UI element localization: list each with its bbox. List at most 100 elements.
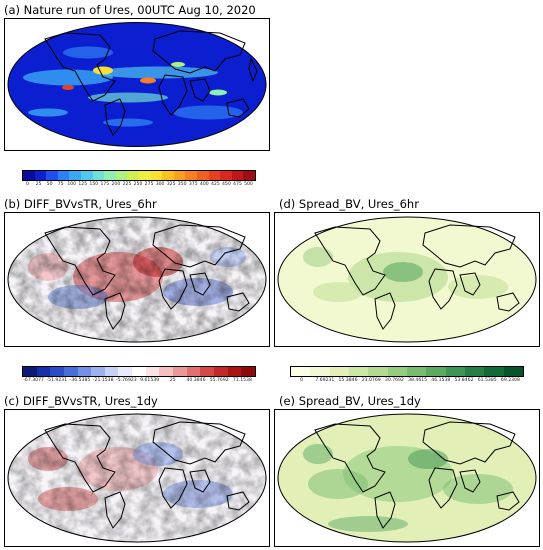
nature-colorbar-swatch	[80, 171, 93, 180]
diff-colorbar-tick-label: 55.7692	[209, 378, 229, 383]
diff-colorbar	[22, 366, 256, 377]
panel-b-map-frame	[4, 212, 270, 347]
nature-colorbar-tick-label: 200	[111, 182, 121, 187]
nature-colorbar-swatch	[243, 171, 255, 180]
spread-colorbar-swatch	[348, 367, 369, 376]
diff-colorbar-ticks: -67.3077 -51.9231 -36.5385 -21.1538 -5.76923…	[22, 378, 254, 386]
panel-e-title: (e) Spread_BV, Ures_1dy	[279, 394, 421, 408]
nature-colorbar-swatch	[150, 171, 163, 180]
nature-colorbar-tick-label: 175	[100, 182, 110, 187]
diff-colorbar-tick-label: -5.76923	[116, 378, 137, 383]
spread-colorbar-swatch	[445, 367, 465, 376]
diff-colorbar-tick-label: 25	[169, 378, 176, 383]
spread-colorbar-tick-label: 46.1538	[431, 378, 451, 383]
panel-e-map-frame	[274, 409, 540, 547]
nature-colorbar-tick-label: 375	[188, 182, 198, 187]
diff-colorbar-swatch	[132, 367, 146, 376]
nature-colorbar-tick-label: 275	[144, 182, 154, 187]
nature-colorbar-tick-label: 325	[166, 182, 176, 187]
nature-colorbar-tick-label: 50	[46, 182, 53, 187]
nature-colorbar-tick-label: 475	[233, 182, 242, 187]
diff-colorbar-swatch	[36, 367, 51, 376]
nature-colorbar-swatch	[196, 171, 209, 180]
nature-colorbar-swatch	[231, 171, 244, 180]
panel-b-title: (b) DIFF_BVvsTR, Ures_6hr	[4, 197, 157, 211]
spread-colorbar-tick-label: 61.5385	[477, 378, 497, 383]
nature-run-colorbar	[22, 170, 256, 181]
spread-colorbar-ticks: 0 7.69231 15.3846 23.0769 30.7692 38.4615 46.1…	[290, 378, 522, 386]
diff-colorbar-swatch	[23, 367, 37, 376]
diff-colorbar-swatch	[77, 367, 92, 376]
spread-colorbar-tick-label: 69.2308	[500, 378, 520, 383]
spread-colorbar-swatch	[484, 367, 504, 376]
spread-colorbar-swatch	[406, 367, 427, 376]
panel-a-map-frame	[4, 18, 270, 151]
spread-colorbar-tick-label: 0	[300, 378, 304, 383]
panel-d-title: (d) Spread_BV, Ures_6hr	[279, 197, 419, 211]
spread-colorbar-tick-label: 15.3846	[338, 378, 358, 383]
diff-colorbar-tick-label: 9.61539	[140, 378, 160, 383]
nature-colorbar-tick-label: 250	[133, 182, 143, 187]
diff-colorbar-tick-label: -51.9231	[46, 378, 68, 383]
nature-colorbar-swatch	[23, 171, 35, 180]
nature-colorbar-tick-label: 225	[122, 182, 132, 187]
diff-colorbar-tick-label: -21.1538	[92, 378, 114, 383]
nature-colorbar-tick-label: 500	[244, 182, 253, 187]
panel-d-map	[277, 216, 537, 343]
panel-d-map-frame	[274, 212, 540, 347]
diff-colorbar-swatch	[186, 367, 201, 376]
nature-run-colorbar-ticks: 0 25 50 75 100 125 150 175 200 225 250 275 300 325 350…	[22, 182, 254, 190]
diff-colorbar-swatch	[145, 367, 160, 376]
diff-colorbar-swatch	[227, 367, 242, 376]
nature-colorbar-swatch	[220, 171, 232, 180]
panel-b-map	[7, 216, 267, 343]
diff-colorbar-swatch	[118, 367, 133, 376]
nature-colorbar-tick-label: 400	[199, 182, 209, 187]
nature-colorbar-swatch	[115, 171, 128, 180]
panel-a-map	[7, 22, 267, 147]
nature-colorbar-swatch	[173, 171, 186, 180]
diff-colorbar-tick-label: -36.5385	[69, 378, 91, 383]
diff-colorbar-tick-label: -67.3077	[23, 378, 44, 383]
spread-colorbar-tick-label: 23.0769	[361, 378, 381, 383]
spread-colorbar-swatch	[503, 367, 523, 376]
spread-colorbar-swatch	[426, 367, 446, 376]
nature-colorbar-swatch	[104, 171, 116, 180]
spread-colorbar-swatch	[368, 367, 388, 376]
nature-colorbar-swatch	[57, 171, 70, 180]
spread-colorbar	[290, 366, 524, 377]
nature-colorbar-tick-label: 100	[67, 182, 77, 187]
nature-colorbar-swatch	[46, 171, 58, 180]
diff-colorbar-swatch	[159, 367, 174, 376]
panel-c-map	[7, 413, 267, 543]
spread-colorbar-swatch	[291, 367, 311, 376]
diff-colorbar-tick-label: 71.1538	[232, 378, 252, 383]
spread-colorbar-swatch	[387, 367, 407, 376]
spread-colorbar-swatch	[310, 367, 330, 376]
nature-colorbar-tick-label: 125	[78, 182, 88, 187]
nature-colorbar-swatch	[127, 171, 139, 180]
diff-colorbar-swatch	[91, 367, 105, 376]
panel-e-map	[277, 413, 537, 543]
nature-colorbar-tick-label: 0	[26, 182, 29, 187]
nature-colorbar-swatch	[138, 171, 151, 180]
spread-colorbar-tick-label: 53.8462	[454, 378, 474, 383]
nature-colorbar-tick-label: 75	[57, 182, 64, 187]
spread-colorbar-tick-label: 30.7692	[384, 378, 404, 383]
nature-colorbar-swatch	[162, 171, 174, 180]
nature-colorbar-tick-label: 150	[89, 182, 99, 187]
diff-colorbar-swatch	[241, 367, 255, 376]
nature-colorbar-swatch	[208, 171, 221, 180]
nature-colorbar-tick-label: 300	[155, 182, 165, 187]
nature-colorbar-swatch	[34, 171, 47, 180]
diff-colorbar-swatch	[50, 367, 64, 376]
spread-colorbar-swatch	[464, 367, 485, 376]
diff-colorbar-swatch	[173, 367, 187, 376]
diff-colorbar-swatch	[63, 367, 78, 376]
diff-colorbar-swatch	[200, 367, 214, 376]
nature-colorbar-tick-label: 425	[210, 182, 220, 187]
panel-a-title: (a) Nature run of Ures, 00UTC Aug 10, 20…	[4, 3, 256, 17]
nature-colorbar-tick-label: 350	[177, 182, 187, 187]
nature-colorbar-tick-label: 450	[221, 182, 231, 187]
spread-colorbar-tick-label: 7.69231	[315, 378, 335, 383]
